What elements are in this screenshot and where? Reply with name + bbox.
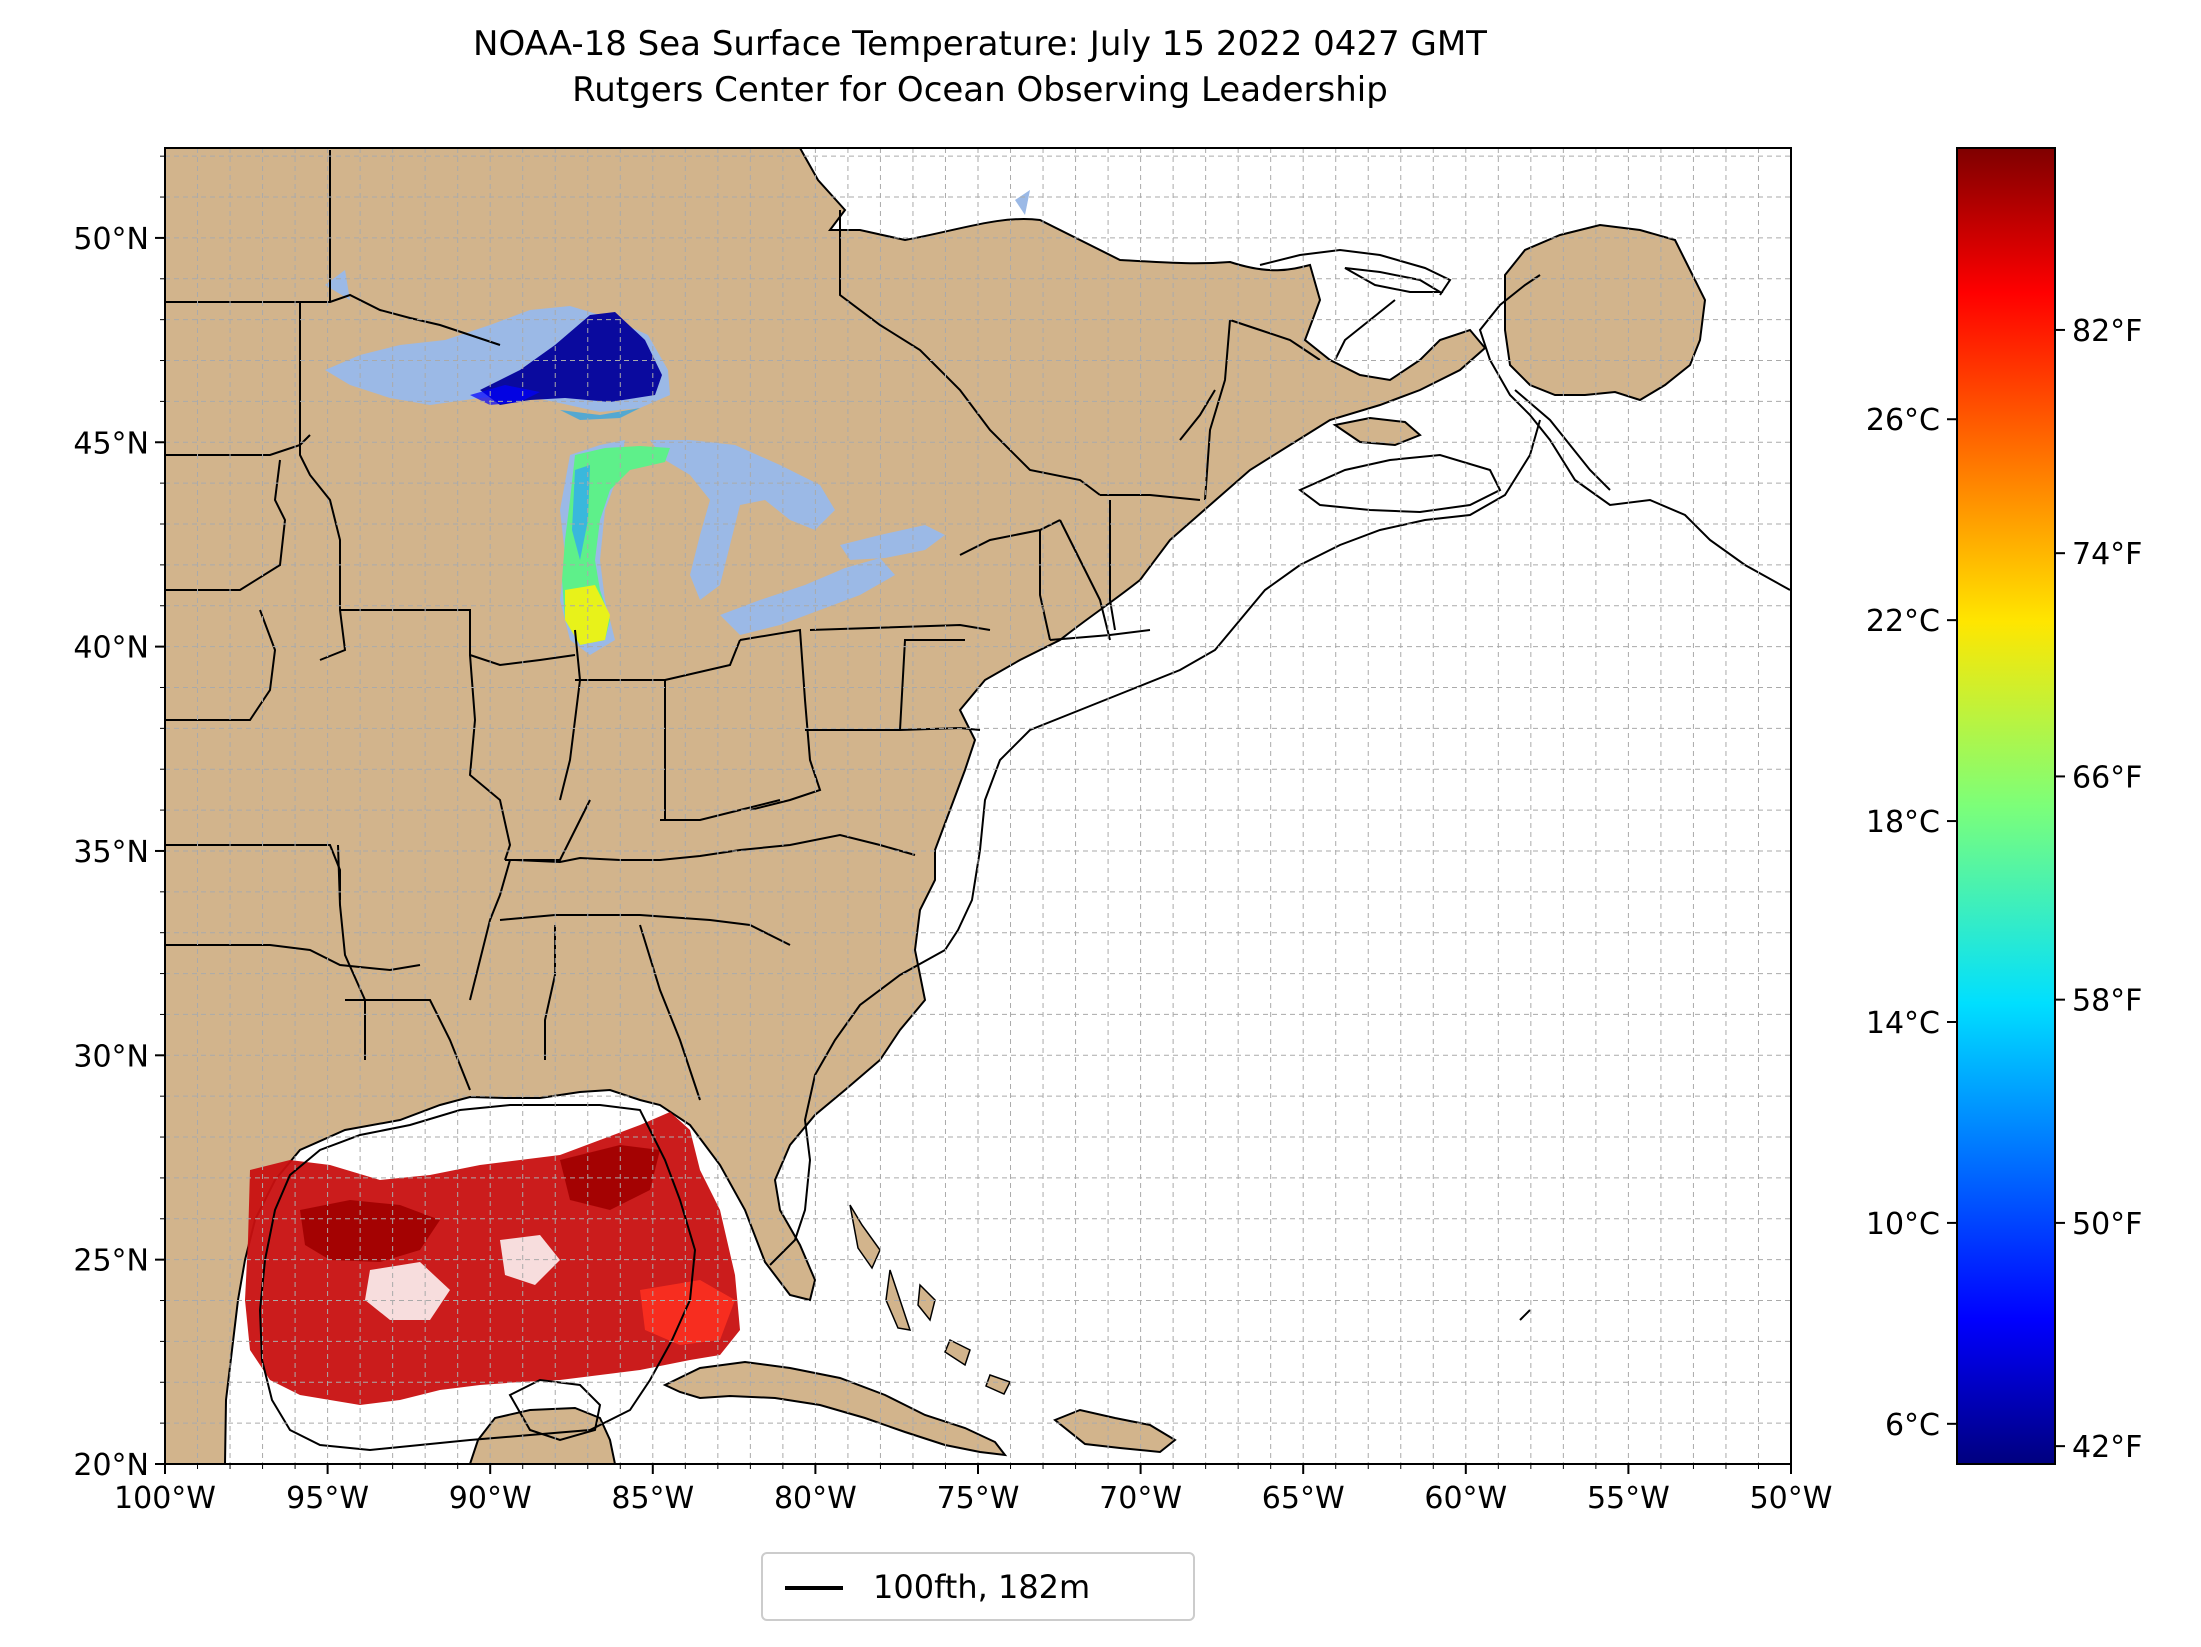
- lon-tick-label: 90°W: [449, 1481, 532, 1516]
- political-borders: [165, 150, 1396, 1101]
- celsius-tick-label: 22°C: [1866, 604, 1940, 639]
- map-gridlines: [165, 148, 1791, 1464]
- lon-tick-label: 85°W: [611, 1481, 694, 1516]
- lon-tick-label: 60°W: [1424, 1481, 1507, 1516]
- celsius-tick-label: 6°C: [1885, 1408, 1940, 1443]
- fahrenheit-tick-label: 66°F: [2072, 760, 2142, 795]
- lake-erie: [720, 558, 895, 635]
- land-hispaniola: [1053, 1408, 1177, 1454]
- lon-tick-label: 75°W: [937, 1481, 1020, 1516]
- land-north-america: [165, 148, 1487, 1464]
- isobath-100fth: [258, 248, 1791, 1452]
- lat-tick-label: 25°N: [73, 1244, 149, 1279]
- lon-tick-label: 80°W: [774, 1481, 857, 1516]
- land-anticosti: [1344, 267, 1444, 293]
- land-yucatan: [468, 1406, 617, 1464]
- legend-box: 100fth, 182m: [761, 1552, 1195, 1621]
- fahrenheit-tick-label: 50°F: [2072, 1207, 2142, 1242]
- land-bahamas: [849, 1204, 1012, 1395]
- land-prince-edward-island: [1332, 416, 1422, 447]
- fahrenheit-tick-label: 82°F: [2072, 314, 2142, 349]
- fahrenheit-tick-label: 42°F: [2072, 1430, 2142, 1465]
- lon-tick-label: 65°W: [1262, 1481, 1345, 1516]
- lon-tick-label: 50°W: [1750, 1481, 1833, 1516]
- celsius-tick-label: 10°C: [1866, 1207, 1940, 1242]
- lat-tick-label: 50°N: [73, 222, 149, 257]
- colorbar: [1956, 147, 2056, 1465]
- lake-huron: [650, 440, 835, 600]
- lake-ontario: [840, 525, 945, 560]
- legend-line-swatch: [785, 1586, 843, 1590]
- celsius-tick-label: 14°C: [1866, 1006, 1940, 1041]
- lon-tick-label: 70°W: [1099, 1481, 1182, 1516]
- fahrenheit-tick-label: 58°F: [2072, 984, 2142, 1019]
- lon-tick-label: 95°W: [286, 1481, 369, 1516]
- legend-label: 100fth, 182m: [873, 1568, 1091, 1606]
- celsius-tick-label: 26°C: [1866, 403, 1940, 438]
- lat-tick-label: 45°N: [73, 426, 149, 461]
- land-newfoundland: [1504, 223, 1707, 402]
- sst-lake-superior: [480, 312, 662, 405]
- lon-tick-label: 55°W: [1587, 1481, 1670, 1516]
- map-title: NOAA-18 Sea Surface Temperature: July 15…: [473, 24, 1487, 64]
- map-subtitle: Rutgers Center for Ocean Observing Leade…: [572, 70, 1388, 110]
- celsius-tick-label: 18°C: [1866, 805, 1940, 840]
- map-axes: 100°W 95°W 90°W 85°W 80°W 75°W 70°W 65°W 60°W 55°…: [73, 155, 1833, 1516]
- lat-tick-label: 20°N: [73, 1448, 149, 1483]
- lat-tick-label: 35°N: [73, 835, 149, 870]
- fahrenheit-tick-label: 74°F: [2072, 537, 2142, 572]
- lat-tick-label: 30°N: [73, 1039, 149, 1074]
- colorbar-ticks: 6°C 10°C 14°C 18°C 22°C 26°C 42°F 50°F 58°F 66°F 7…: [1866, 314, 2143, 1465]
- lon-tick-label: 100°W: [114, 1481, 216, 1516]
- lat-tick-label: 40°N: [73, 631, 149, 666]
